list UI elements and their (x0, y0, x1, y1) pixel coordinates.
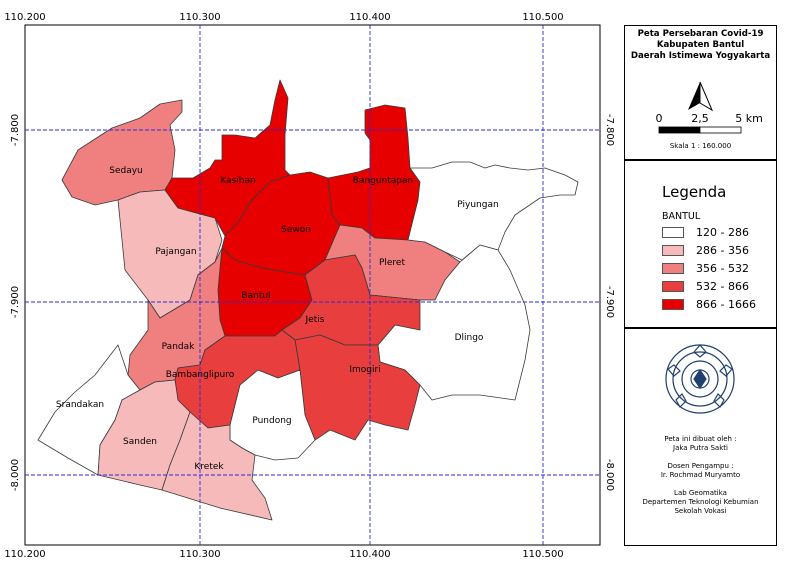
title-line-1: Peta Persebaran Covid-19 (637, 29, 764, 39)
x-tick-bottom-4: 110.500 (522, 549, 563, 560)
map-title: Peta Persebaran Covid-19 Kabupaten Bantu… (625, 29, 776, 62)
district-label-kretek: Kretek (194, 462, 224, 472)
legend-label: 286 - 356 (696, 244, 749, 257)
district-label-pleret: Pleret (379, 258, 406, 268)
district-label-pajangan: Pajangan (155, 247, 196, 257)
legend-label: 356 - 532 (696, 262, 749, 275)
legend-item: 356 - 532 (662, 261, 776, 276)
legend-items: 120 - 286 286 - 356 356 - 532 532 - 866 866 … (625, 225, 776, 312)
legend-item: 532 - 866 (662, 279, 776, 294)
district-kretek[interactable] (161, 411, 273, 521)
legend-swatch (662, 299, 684, 310)
x-tick-top-1: 110.200 (4, 12, 45, 23)
legend-title: Legenda (662, 183, 727, 201)
graticule (25, 25, 600, 545)
credit-panel: Peta ini dibuat oleh : Jaka Putra Sakti … (624, 328, 777, 546)
title-line-2: Kabupaten Bantul (656, 40, 745, 50)
district-label-jetis: Jetis (305, 315, 325, 325)
district-label-bambanglipuro: Bambanglipuro (166, 370, 235, 380)
district-label-bantul: Bantul (241, 291, 270, 301)
scale-tick-0: 0 (656, 112, 663, 125)
district-sedayu[interactable] (61, 99, 183, 206)
made-by-label: Peta ini dibuat oleh : (664, 435, 737, 443)
legend-item: 120 - 286 (662, 225, 776, 240)
district-label-dlingo: Dlingo (455, 333, 484, 343)
legend-item: 866 - 1666 (662, 297, 776, 312)
legend-panel: Legenda BANTUL 120 - 286 286 - 356 356 - 5… (624, 160, 777, 328)
x-tick-top-2: 110.300 (179, 12, 220, 23)
x-tick-bottom-1: 110.200 (4, 549, 45, 560)
district-label-srandakan: Srandakan (56, 400, 104, 410)
x-tick-top-3: 110.400 (349, 12, 390, 23)
department-name: Departemen Teknologi Kebumian (642, 498, 759, 506)
district-label-sanden: Sanden (123, 437, 157, 447)
y-tick-left-3: -8.000 (10, 459, 21, 491)
district-label-pundong: Pundong (252, 416, 291, 426)
district-label-pandak: Pandak (162, 342, 195, 352)
district-label-kasihan: Kasihan (220, 176, 255, 186)
lecturer-name: Ir. Rochmad Muryamto (660, 471, 741, 479)
school-name: Sekolah Vokasi (674, 507, 727, 515)
lecturer-label: Dosen Pengampu : (667, 462, 734, 470)
legend-swatch (662, 281, 684, 292)
district-label-banguntapan: Banguntapan (353, 176, 414, 186)
scale-bar (658, 126, 742, 134)
legend-item: 286 - 356 (662, 243, 776, 258)
legend-label: 120 - 286 (696, 226, 749, 239)
district-piyungan[interactable] (407, 161, 579, 261)
scale-tick-end: 5 km (735, 112, 763, 125)
scale-tick-mid: 2,5 (691, 112, 709, 125)
north-arrow-icon (688, 81, 714, 112)
y-tick-right-1: -7.800 (604, 114, 615, 146)
north-arrow-and-scale: 0 2,5 5 km (656, 81, 763, 134)
lab-name: Lab Geomatika (674, 489, 727, 497)
legend-subtitle: BANTUL (662, 211, 701, 222)
legend-label: 866 - 1666 (696, 298, 756, 311)
district-label-sewon: Sewon (281, 225, 311, 235)
y-tick-left-2: -7.900 (10, 286, 21, 318)
made-by-name: Jaka Putra Sakti (673, 444, 728, 452)
district-label-sedayu: Sedayu (109, 166, 143, 176)
y-tick-right-3: -8.000 (604, 459, 615, 491)
ugm-logo-icon (665, 344, 735, 414)
district-label-piyungan: Piyungan (457, 200, 498, 210)
legend-swatch (662, 263, 684, 274)
legend-label: 532 - 866 (696, 280, 749, 293)
y-tick-left-1: -7.800 (10, 114, 21, 146)
legend-swatch (662, 245, 684, 256)
scale-caption: Skala 1 : 160.000 (669, 142, 732, 150)
title-line-3: Daerah Istimewa Yogyakarta (630, 51, 771, 61)
legend-swatch (662, 227, 684, 238)
x-tick-bottom-2: 110.300 (179, 549, 220, 560)
y-tick-right-2: -7.900 (604, 286, 615, 318)
district-label-imogiri: Imogiri (349, 365, 380, 375)
x-tick-bottom-3: 110.400 (349, 549, 390, 560)
x-tick-top-4: 110.500 (522, 12, 563, 23)
title-panel: Peta Persebaran Covid-19 Kabupaten Bantu… (624, 25, 777, 160)
